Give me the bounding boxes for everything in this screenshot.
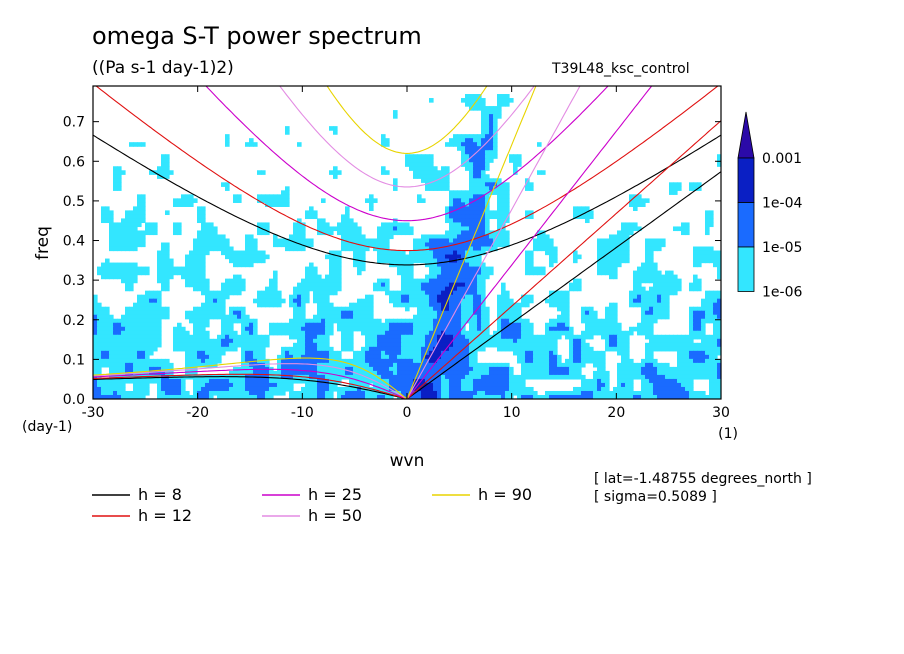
legend-label: h = 90	[478, 485, 532, 504]
chart-title: omega S-T power spectrum	[92, 22, 422, 50]
colorbar-label: 1e-05	[762, 240, 802, 256]
colorbar-label: 0.001	[762, 151, 802, 167]
y-tick-label: 0.4	[63, 234, 85, 250]
y-tick-label: 0.2	[63, 313, 85, 329]
y-tick-label: 0.5	[63, 194, 85, 210]
legend: h = 8 h = 12 h = 25 h = 50 h = 90	[92, 485, 532, 525]
chart-units: ((Pa s-1 day-1)2)	[92, 58, 234, 78]
kelvin-curve-h90	[406, 86, 537, 399]
axis-ticks: -30 -20 -10 0 10 20 30 0.0 0.1 0.2 0.3 0.4 0.5 0.6 0.7	[63, 86, 730, 421]
rossby-curve-h50	[93, 363, 408, 399]
y-axis-label: freq	[33, 226, 53, 260]
x-tick-label: -10	[291, 405, 314, 421]
kelvin-curve-h25	[406, 86, 653, 399]
kelvin-curve-h8	[406, 171, 721, 399]
gravity-curve-h8	[93, 134, 721, 266]
legend-label: h = 8	[138, 485, 182, 504]
rossby-curve-h12	[93, 373, 408, 399]
x-axis-label: wvn	[390, 451, 425, 471]
y-tick-label: 0.6	[63, 154, 85, 170]
x-tick-label: 30	[712, 405, 730, 421]
colorbar: 1e-06 1e-05 1e-04 0.001	[737, 111, 802, 301]
y-tick-label: 0.0	[63, 392, 85, 408]
x-tick-label: 20	[607, 405, 625, 421]
sigma-info: [ sigma=0.5089 ]	[594, 489, 717, 505]
gravity-curve-h12	[95, 86, 719, 252]
colorbar-label: 1e-04	[762, 196, 802, 212]
rossby-curve-h8	[93, 376, 408, 399]
latitude-info: [ lat=-1.48755 degrees_north ]	[594, 471, 812, 487]
legend-label: h = 12	[138, 506, 192, 525]
power-field	[93, 86, 721, 399]
rossby-curve-h25	[93, 368, 408, 399]
kelvin-curve-h12	[406, 120, 721, 399]
x-unit-label: (1)	[718, 426, 738, 442]
x-tick-label: -30	[82, 405, 105, 421]
kelvin-curve-h50	[406, 86, 581, 399]
x-tick-label: -20	[186, 405, 209, 421]
legend-label: h = 25	[308, 485, 362, 504]
rossby-curve-h90	[93, 357, 408, 399]
gravity-curve-h90	[326, 86, 488, 154]
y-tick-label: 0.1	[63, 352, 85, 368]
colorbar-swatch	[737, 202, 755, 248]
colorbar-extend-arrow	[737, 111, 755, 159]
colorbar-label: 1e-06	[762, 285, 802, 301]
colorbar-swatch	[737, 246, 755, 292]
y-tick-label: 0.7	[63, 115, 85, 131]
y-unit-label: (day-1)	[22, 419, 72, 435]
gravity-curve-h25	[205, 86, 609, 222]
gravity-curve-h50	[279, 86, 535, 188]
y-tick-label: 0.3	[63, 273, 85, 289]
legend-label: h = 50	[308, 506, 362, 525]
experiment-label: T39L48_ksc_control	[552, 61, 690, 77]
dispersion-curves	[93, 86, 721, 399]
x-tick-label: 0	[403, 405, 412, 421]
colorbar-swatch	[737, 157, 755, 203]
x-tick-label: 10	[503, 405, 521, 421]
